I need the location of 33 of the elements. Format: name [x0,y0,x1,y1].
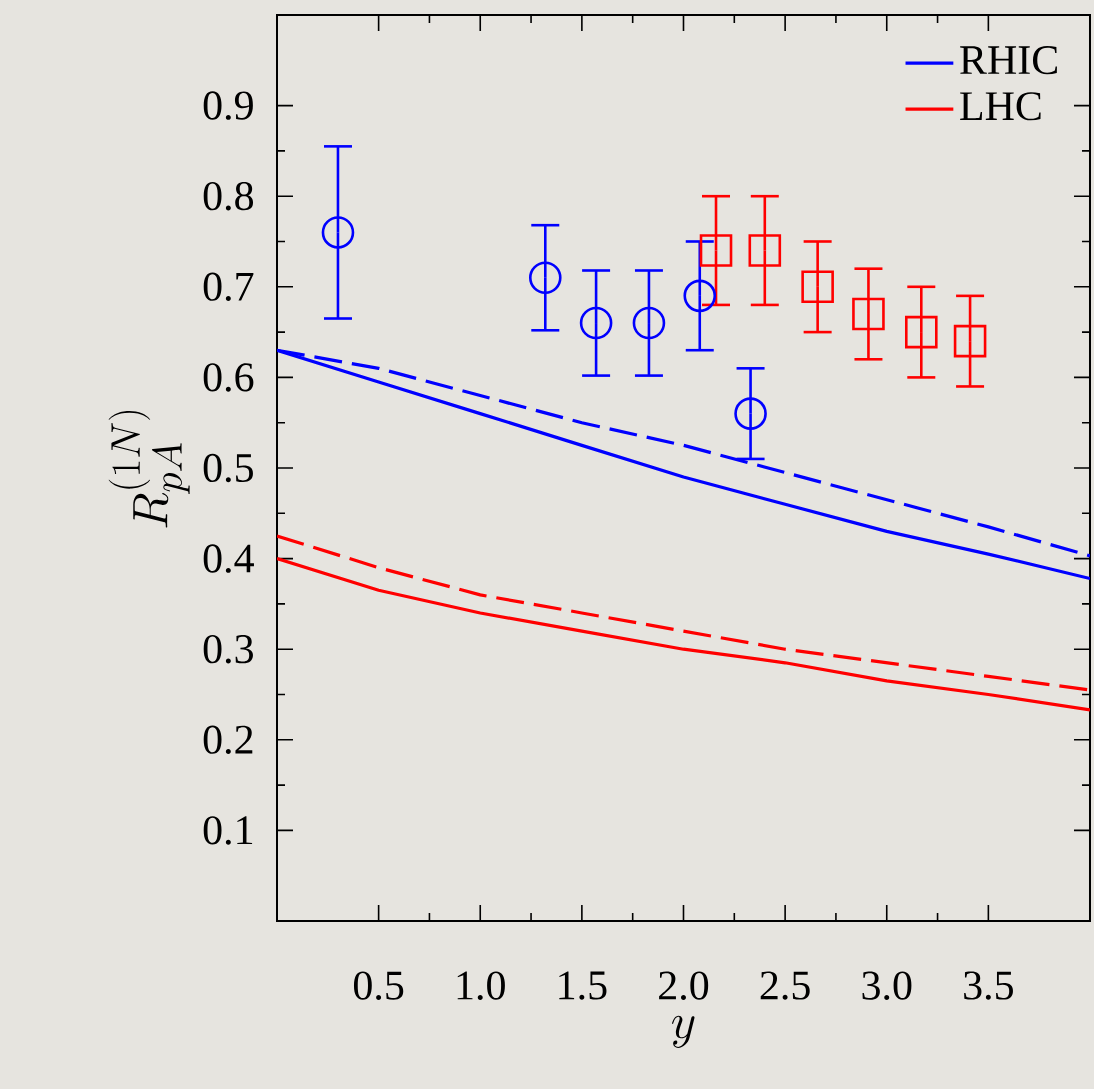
line-series [277,557,1090,712]
x-tick-label: 0.5 [353,971,404,1000]
x-tick-label: 2.0 [659,971,709,1000]
point [801,270,834,304]
point [321,216,355,249]
x-tick-label: 3.0 [862,971,912,1000]
y-tick-label: 0.2 [203,725,253,755]
point [699,234,733,267]
point [528,261,562,295]
point [579,306,613,340]
y-axis-title: $R_{pA}^{(1N)}$ [108,410,190,528]
point [852,297,885,331]
legend-label: LHC [960,92,1041,121]
y-tick-label: 0.8 [203,181,254,211]
point [904,315,938,349]
point [953,324,987,358]
legend-label: RHIC [960,46,1057,75]
x-tick-label: 3.5 [964,971,1013,1000]
x-tick-label: 1.5 [559,971,607,1000]
y-tick-label: 0.7 [203,272,254,302]
x-tick-label: 2.5 [760,971,810,1000]
y-tick-label: 0.1 [203,816,253,845]
point [632,306,666,340]
y-tick-label: 0.5 [203,453,253,483]
y-tick-label: 0.4 [203,544,254,573]
y-tick-label: 0.9 [203,91,253,120]
point [734,397,767,430]
x-axis-title: $y$ [672,1015,695,1048]
x-tick-label: 1.0 [457,971,505,1000]
y-tick-label: 0.6 [203,363,254,392]
y-tick-label: 0.3 [203,634,253,664]
point [683,279,717,313]
point [748,234,782,267]
